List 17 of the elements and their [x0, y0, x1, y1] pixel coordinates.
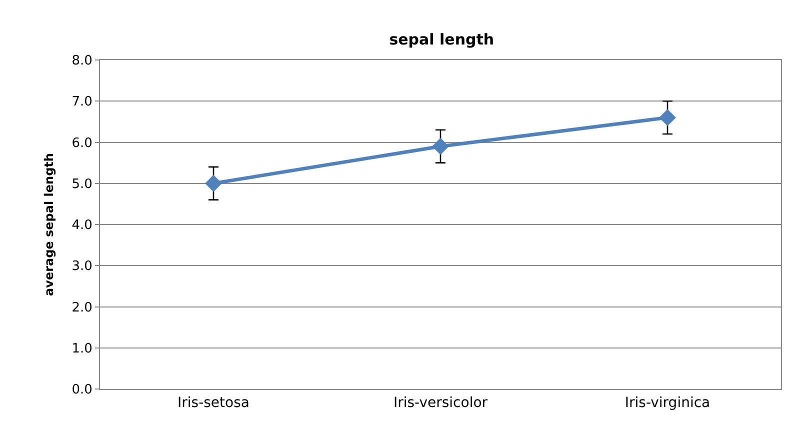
y-tick-label: 6.0	[72, 136, 92, 151]
y-tick-label: 4.0	[72, 218, 92, 234]
chart-title: sepal length	[389, 30, 494, 48]
y-tick-label: 7.0	[72, 94, 92, 110]
y-tick-label: 1.0	[72, 341, 92, 356]
x-tick-label: Iris-virginica	[624, 394, 710, 411]
x-tick-label: Iris-versicolor	[393, 394, 488, 411]
y-tick-label: 0.0	[72, 382, 92, 398]
point	[659, 109, 676, 126]
y-tick-label: 3.0	[72, 259, 92, 274]
y-tick-label: 2.0	[72, 300, 92, 316]
point	[205, 174, 222, 192]
point	[432, 138, 449, 155]
y-axis-title: average sepal length	[42, 153, 56, 296]
x-tick-label: Iris-setosa	[178, 394, 250, 411]
y-tick-label: 5.0	[72, 176, 92, 192]
y-tick-label: 8.0	[72, 54, 92, 69]
